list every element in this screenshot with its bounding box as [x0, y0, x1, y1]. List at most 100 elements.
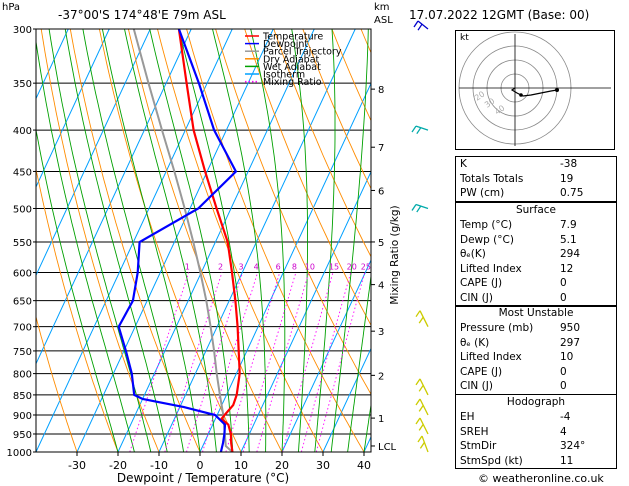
- temperature-tick-label: 10: [234, 459, 248, 472]
- km-tick-label: 1: [378, 414, 384, 425]
- dry-adiabat-line: [127, 29, 283, 452]
- x-axis-label: Dewpoint / Temperature (°C): [117, 471, 289, 485]
- isotherm-line: [158, 29, 356, 452]
- wind-barb: [415, 125, 429, 131]
- wet-adiabat-line: [82, 29, 185, 452]
- pressure-tick-label: 700: [13, 323, 32, 334]
- wet-adiabat-line: [250, 29, 286, 452]
- mixing-ratio-label: 20: [347, 263, 357, 272]
- dry-adiabat-line: [40, 29, 160, 452]
- temperature-tick-label: -20: [109, 459, 127, 472]
- most-unstable-title: Most Unstable: [498, 307, 574, 319]
- isotherm-line: [117, 29, 315, 452]
- mixing-ratio-line: [129, 272, 190, 452]
- wind-barb-flag: [417, 435, 423, 443]
- wind-barb-flag: [411, 204, 417, 211]
- hodograph-title: Hodograph: [506, 396, 566, 408]
- wind-barb: [419, 398, 429, 416]
- index-row-pw: PW (cm) 0.75: [460, 187, 584, 200]
- most-unstable-table: Most Unstable Pressure (mb) 950 θₑ (K) 297…: [455, 305, 617, 395]
- hodo-row: StmDir 324°: [460, 440, 586, 453]
- surface-title: Surface: [515, 204, 556, 216]
- isotherm-line: [240, 170, 371, 452]
- wind-barb-flag: [418, 405, 424, 412]
- wet-adiabat-line: [36, 127, 119, 452]
- wind-barb: [421, 435, 429, 453]
- dry-adiabat-line: [69, 29, 201, 452]
- pressure-tick-label: 600: [13, 269, 32, 280]
- wind-barb-flag: [411, 125, 417, 133]
- mixing-ratio-label: 1: [185, 263, 190, 272]
- mixing-ratio-line: [225, 272, 281, 452]
- mu-row: Lifted Index 10: [460, 351, 574, 364]
- hodograph-end-point: [555, 88, 559, 92]
- wind-barb-flag: [418, 424, 424, 431]
- wind-barb-flag: [415, 310, 421, 318]
- hodograph-kt-label: kt: [460, 33, 469, 43]
- indices-table: K -38 Totals Totals 19 PW (cm) 0.75: [455, 156, 617, 202]
- dry-adiabat-line: [98, 29, 242, 452]
- legend-label: Mixing Ratio: [263, 77, 322, 88]
- pressure-tick-label: 900: [13, 411, 32, 422]
- index-row-totals: Totals Totals 19: [460, 172, 574, 185]
- pressure-tick-label: 950: [13, 430, 32, 441]
- copyright[interactable]: © weatheronline.co.uk: [478, 472, 604, 485]
- mixing-ratio-line: [315, 272, 366, 452]
- wind-barb: [417, 20, 429, 30]
- temperature-tick-label: 30: [316, 459, 330, 472]
- wind-barb-flag: [415, 398, 421, 406]
- asl-label: ASL: [374, 15, 393, 26]
- dry-adiabat-line: [186, 29, 365, 452]
- hodo-row: EH -4: [460, 411, 571, 423]
- wet-adiabat-line: [48, 29, 152, 452]
- temperature-tick-label: 0: [197, 459, 204, 472]
- pressure-tick-label: 1000: [7, 448, 32, 459]
- wind-barb-flag: [416, 127, 422, 135]
- wet-adiabat-line: [64, 29, 168, 452]
- km-tick-label: 2: [378, 371, 384, 382]
- km-tick-label: 7: [378, 143, 384, 154]
- surface-row: θₑ(K) 294: [460, 248, 581, 261]
- mixing-ratio-label: 4: [254, 263, 259, 272]
- legend-label: Temperature: [262, 32, 323, 43]
- isotherm-line: [36, 29, 110, 189]
- wind-barb-flag: [419, 442, 425, 449]
- km-tick-label: 5: [378, 238, 384, 249]
- wet-adiabat-line: [178, 29, 250, 452]
- surface-row: CAPE (J) 0: [460, 277, 567, 290]
- wet-adiabat-line: [212, 29, 267, 452]
- mu-row: Pressure (mb) 950: [460, 322, 581, 334]
- legend-label: Wet Adiabat: [263, 62, 321, 73]
- legend-label: Dewpoint: [263, 39, 308, 50]
- km-tick-label: 6: [378, 186, 384, 197]
- temperature-tick-label: -30: [68, 459, 86, 472]
- legend-label: Isotherm: [263, 70, 305, 81]
- temperature-tick-label: 40: [357, 459, 371, 472]
- mixing-ratio-axis-label: Mixing Ratio (g/kg): [389, 205, 401, 304]
- isotherm-line: [36, 29, 233, 452]
- mixing-ratio-label: 25: [361, 263, 371, 272]
- mixing-ratio-line: [256, 272, 310, 452]
- mixing-ratio-label: 2: [218, 263, 223, 272]
- hodograph-table: Hodograph EH -4 SREH 4 StmDir 324° StmSpd (…: [455, 394, 617, 470]
- dry-adiabat-line: [302, 29, 371, 190]
- hodograph-storm-motion: [519, 93, 523, 97]
- surface-table: Surface Temp (°C) 7.9 Dewp (°C) 5.1 θₑ(K) 2…: [455, 202, 617, 307]
- pressure-tick-label: 450: [13, 167, 32, 178]
- wind-barb: [419, 310, 429, 327]
- km-tick-label: 8: [378, 85, 384, 96]
- wet-adiabat-line: [330, 29, 369, 452]
- mixing-ratio-label: 8: [292, 263, 297, 272]
- location-title: -37°00'S 174°48'E 79m ASL: [58, 8, 226, 22]
- isotherm-line: [199, 82, 371, 452]
- wind-barb-flag: [413, 20, 419, 28]
- mixing-ratio-line: [242, 272, 297, 452]
- mixing-ratio-label: 15: [329, 263, 339, 272]
- mu-row: θₑ (K) 297: [460, 336, 581, 349]
- datetime-title: 17.07.2022 12GMT (Base: 00): [409, 8, 590, 22]
- dewpoint-line: [117, 29, 238, 452]
- temperature-tick-label: 20: [275, 459, 289, 472]
- isotherm-line: [36, 29, 192, 365]
- wet-adiabat-line: [124, 29, 217, 452]
